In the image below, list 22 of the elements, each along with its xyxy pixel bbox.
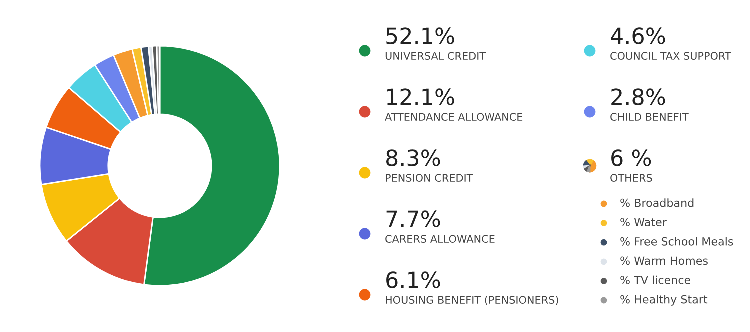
legend-label: UNIVERSAL CREDIT — [386, 52, 486, 60]
text: 6 % — [612, 150, 652, 166]
data-label: 8.3% — [386, 150, 440, 166]
data-label: 52.1% — [386, 28, 454, 44]
legend-label: CHILD BENEFIT — [610, 113, 689, 122]
legend-label: % Warm Homes — [620, 256, 708, 266]
text: OTHERS — [610, 174, 652, 182]
legend-label: % Water — [620, 218, 667, 227]
data-label: 2.8% — [612, 88, 666, 106]
legend-label: % Healthy Start — [620, 295, 708, 306]
data-label: 6.1% — [386, 272, 440, 288]
data-label: 7.7% — [386, 210, 440, 228]
data-label: 12.1% — [387, 88, 454, 106]
legend-label: % TV licence — [620, 276, 691, 284]
legend-label: HOUSING BENEFIT (PENSIONERS) — [386, 296, 558, 306]
legend-label: COUNCIL TAX SUPPORT — [610, 52, 732, 60]
data-label: 4.6% — [611, 28, 666, 44]
legend-label: % Free School Meals — [620, 237, 734, 246]
legend-label: % Broadband — [620, 198, 694, 208]
legend-label: ATTENDANCE ALLOWANCE — [385, 113, 523, 122]
legend-label: CARERS ALLOWANCE — [386, 235, 495, 244]
legend-label: PENSION CREDIT — [386, 174, 474, 182]
